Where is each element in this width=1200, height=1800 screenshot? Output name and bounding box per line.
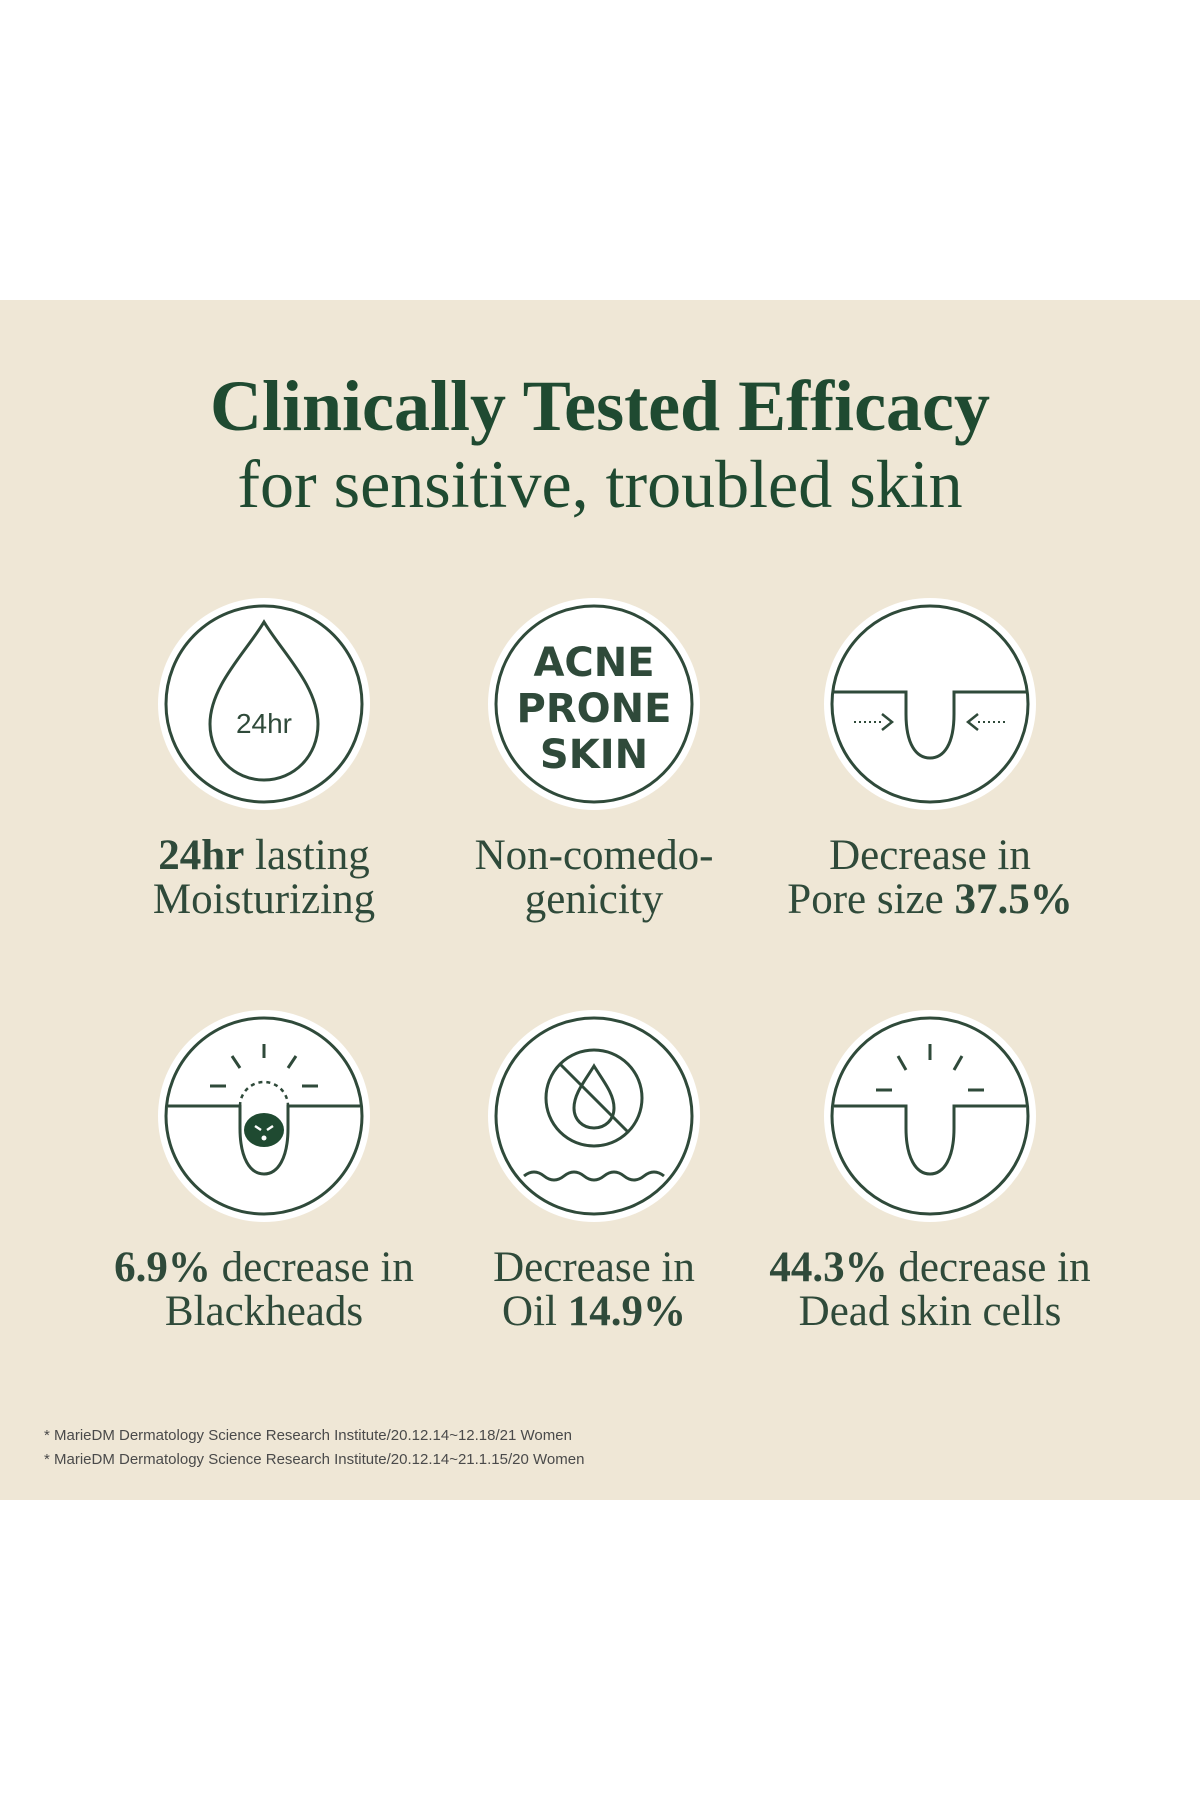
droplet-icon-text: 24hr — [236, 708, 292, 739]
page-subtitle: for sensitive, troubled skin — [237, 446, 963, 522]
no-oil-icon — [488, 1010, 700, 1222]
feature-value: 44.3% — [769, 1244, 888, 1291]
feature-label-text: decrease in — [210, 1244, 414, 1291]
efficacy-panel: Clinically Tested Efficacy for sensitive… — [0, 300, 1200, 1500]
footnote: * MarieDM Dermatology Science Research I… — [44, 1427, 572, 1444]
badge-text-line: ACNE — [533, 640, 654, 686]
feature-label-text: Dead skin cells — [798, 1288, 1062, 1335]
acne-prone-skin-badge-icon: ACNE PRONE SKIN — [488, 598, 700, 810]
feature-label-text: Non-comedo- — [474, 832, 714, 879]
badge-text-line: PRONE — [517, 686, 672, 732]
feature-label-text: Pore size — [787, 876, 955, 923]
badge-text-line: SKIN — [540, 732, 648, 778]
feature-value: 24hr — [158, 832, 245, 879]
footnote: * MarieDM Dermatology Science Research I… — [44, 1451, 585, 1468]
feature-label-text: Blackheads — [164, 1288, 364, 1335]
pore-shrink-icon — [824, 598, 1036, 810]
feature-label: 44.3% decrease in Dead skin cells — [750, 1246, 1110, 1334]
footnotes: * MarieDM Dermatology Science Research I… — [44, 1424, 584, 1472]
feature-label: Decrease in Pore size 37.5% — [750, 834, 1110, 922]
feature-label-text: Decrease in — [493, 1244, 695, 1291]
feature-moisturizing: 24hr 24hr lasting Moisturizing — [84, 594, 444, 922]
feature-blackheads: 6.9% decrease in Blackheads — [84, 1006, 444, 1334]
feature-label: 6.9% decrease in Blackheads — [84, 1246, 444, 1334]
feature-label-text: lasting — [244, 832, 370, 879]
feature-label: 24hr lasting Moisturizing — [84, 834, 444, 922]
feature-label-text: Moisturizing — [152, 876, 376, 923]
feature-label-text: Decrease in — [829, 832, 1031, 879]
feature-value: 37.5% — [954, 876, 1073, 923]
feature-label-text: decrease in — [887, 1244, 1091, 1291]
feature-label: Non-comedo- genicity — [414, 834, 774, 922]
feature-label-text: genicity — [524, 876, 664, 923]
blackhead-icon — [158, 1010, 370, 1222]
dead-skin-cells-icon — [824, 1010, 1036, 1222]
feature-label: Decrease in Oil 14.9% — [414, 1246, 774, 1334]
feature-value: 6.9% — [114, 1244, 211, 1291]
page-title: Clinically Tested Efficacy — [210, 366, 990, 446]
feature-non-comedogenic: ACNE PRONE SKIN Non-comedo- genicity — [414, 594, 774, 922]
droplet-icon: 24hr — [158, 598, 370, 810]
feature-oil: Decrease in Oil 14.9% — [414, 1006, 774, 1334]
feature-value: 14.9% — [567, 1288, 686, 1335]
feature-dead-skin-cells: 44.3% decrease in Dead skin cells — [750, 1006, 1110, 1334]
feature-pore-size: Decrease in Pore size 37.5% — [750, 594, 1110, 922]
feature-label-text: Oil — [502, 1288, 568, 1335]
